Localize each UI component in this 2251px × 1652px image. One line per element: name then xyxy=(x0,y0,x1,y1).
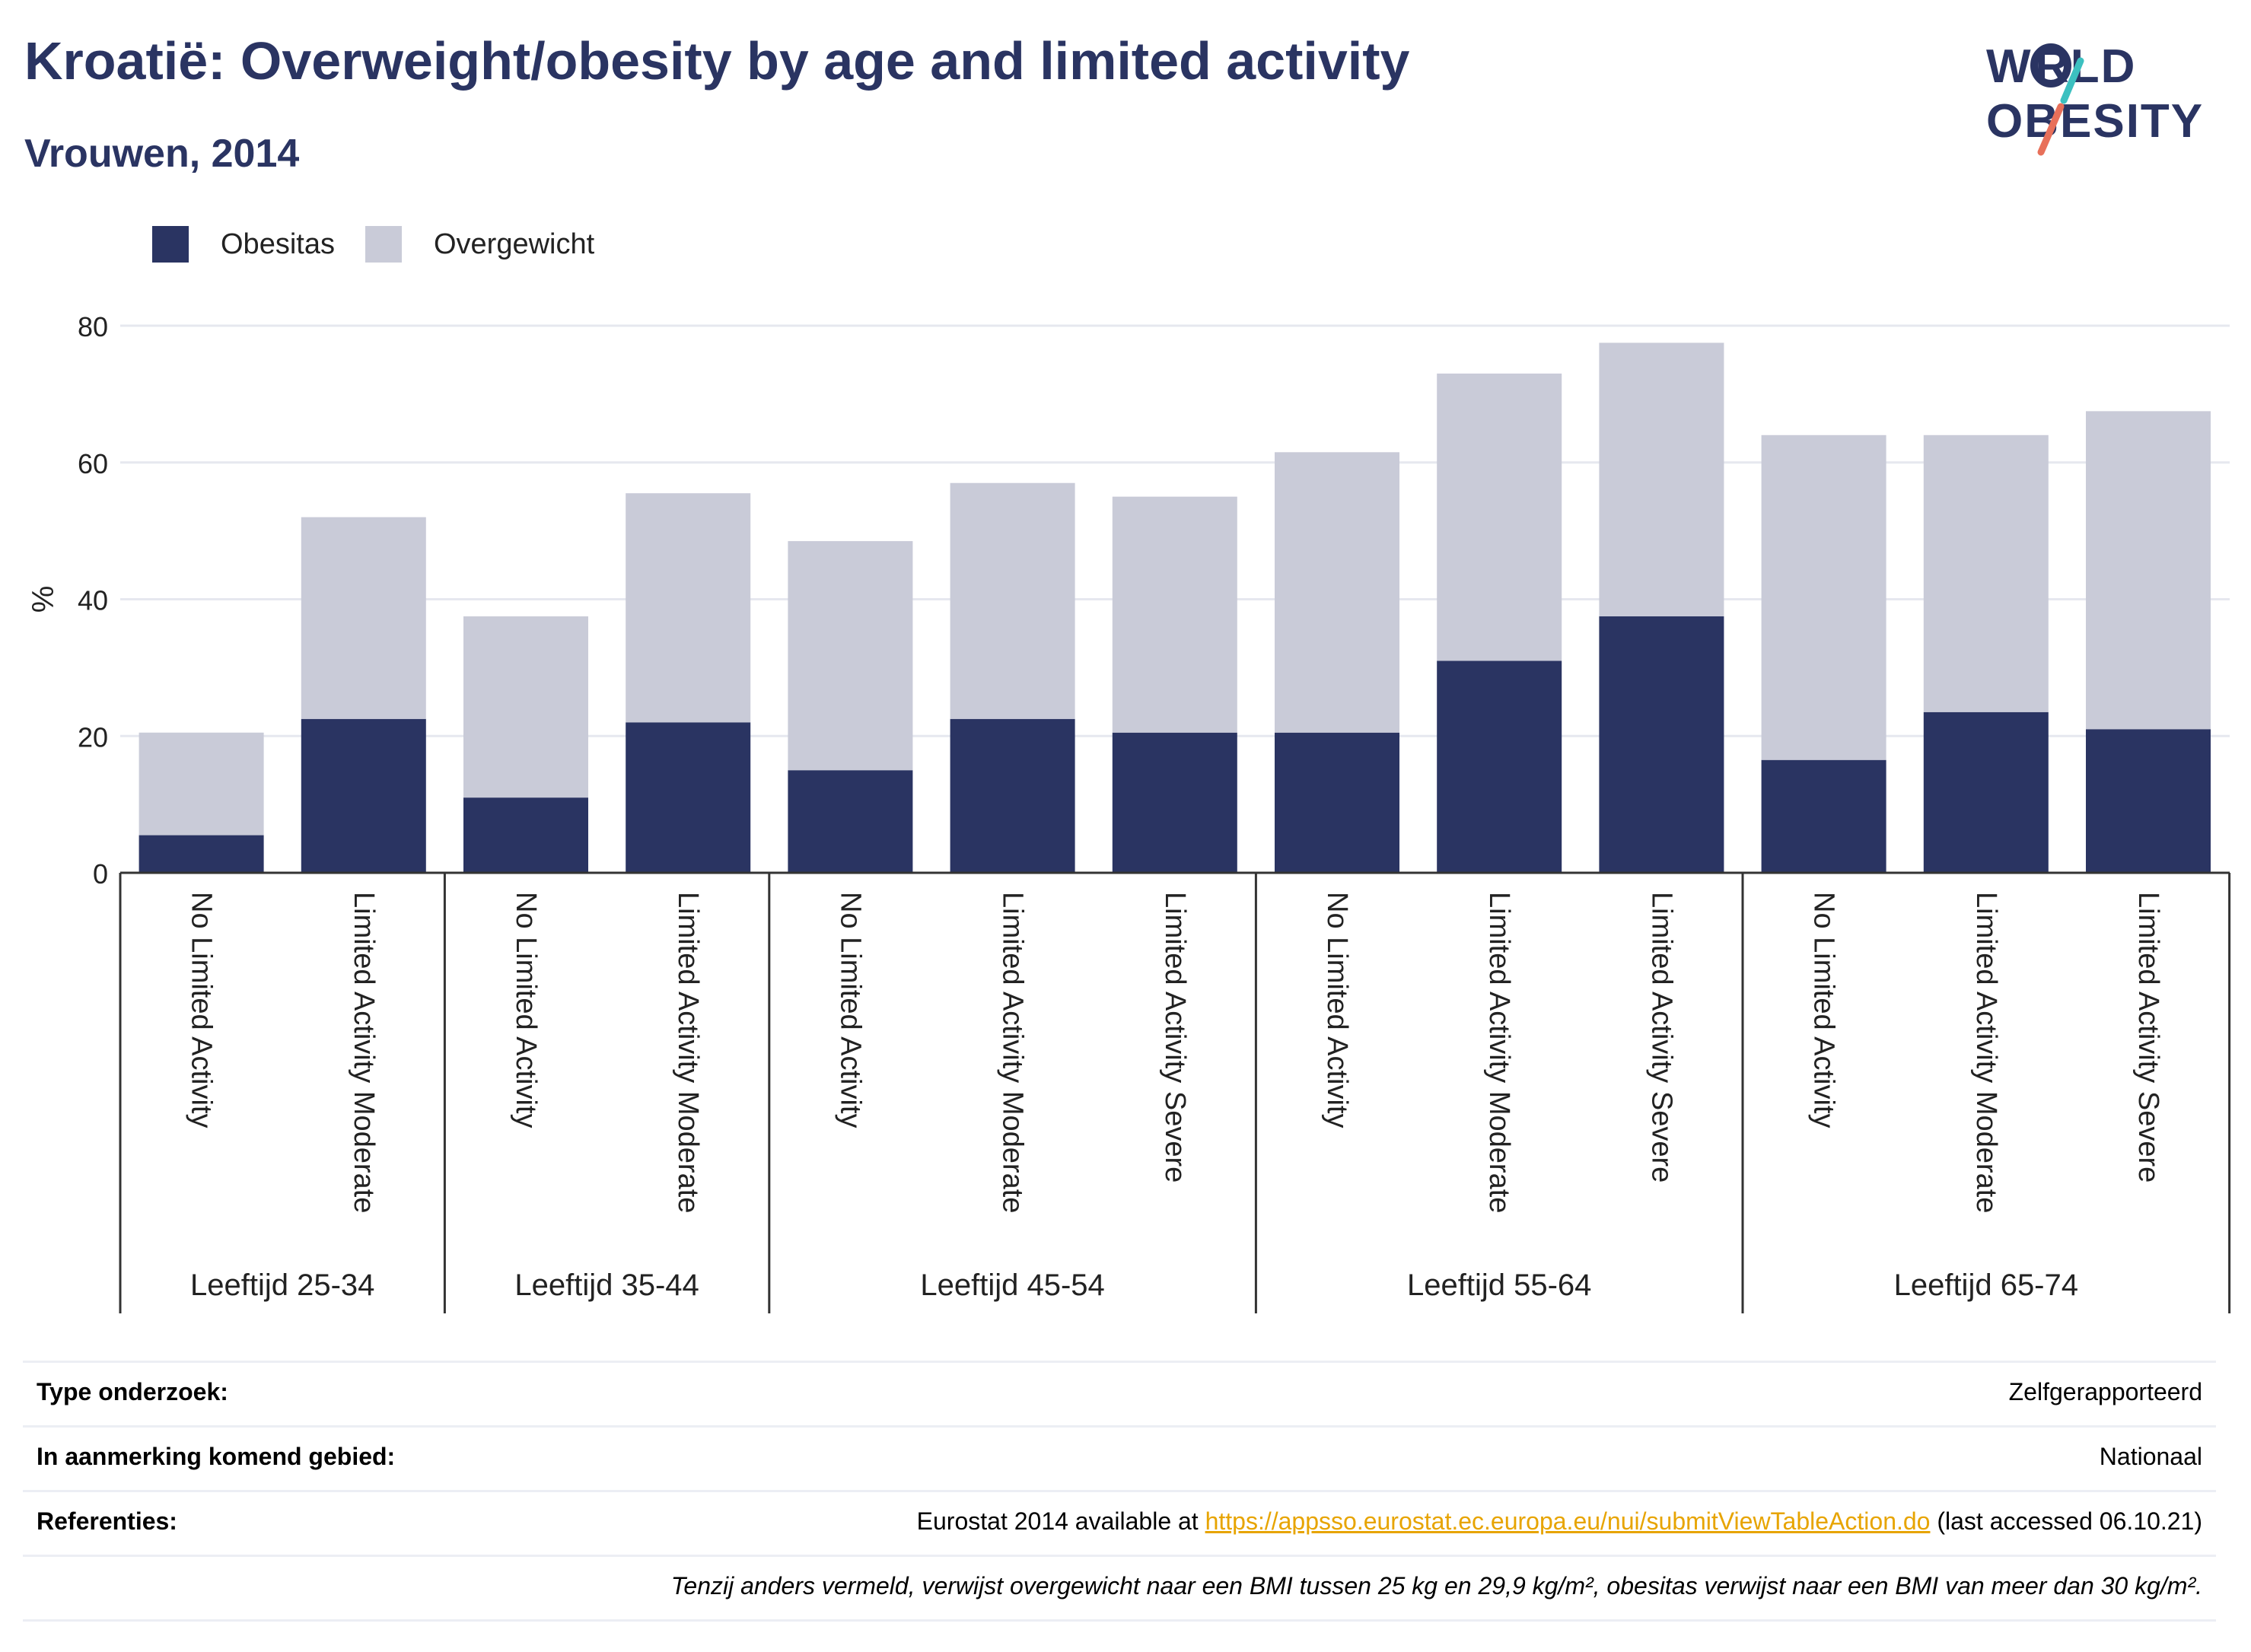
legend-swatch-obesitas xyxy=(152,226,189,263)
bar-obesitas xyxy=(138,835,264,873)
bar-obesitas xyxy=(1437,660,1562,873)
x-tick-label: Limited Activity Severe xyxy=(1645,892,1677,1183)
info-table: Type onderzoek: Zelfgerapporteerd In aan… xyxy=(23,1361,2216,1622)
x-tick-label: No Limited Activity xyxy=(510,892,542,1128)
bar-overgewicht xyxy=(463,616,588,798)
svg-text:OBESITY: OBESITY xyxy=(1986,95,2204,148)
bar-obesitas xyxy=(1923,711,2049,873)
reference-text-pre: Eurostat 2014 available at xyxy=(916,1507,1205,1535)
bar-overgewicht xyxy=(788,541,913,771)
info-label-references: Referenties: xyxy=(37,1507,177,1535)
bar-obesitas xyxy=(950,718,1075,873)
x-tick-label: No Limited Activity xyxy=(1321,892,1353,1128)
chart-legend: Obesitas Overgewicht xyxy=(152,224,625,264)
info-value-references: Eurostat 2014 available at https://appss… xyxy=(917,1507,2202,1536)
reference-text-post: (last accessed 06.10.21) xyxy=(1930,1507,2202,1535)
stacked-bar-chart: 0 20 40 60 80% No Limited Activity Limited Act… xyxy=(27,311,2231,1313)
legend-item-overgewicht[interactable]: Overgewicht xyxy=(365,226,594,263)
info-row-references: Referenties: Eurostat 2014 available at … xyxy=(23,1490,2216,1555)
reference-link[interactable]: https://appsso.eurostat.ec.europa.eu/nui… xyxy=(1205,1507,1931,1535)
x-tick-label: Limited Activity Severe xyxy=(2132,892,2164,1183)
info-label-area: In aanmerking komend gebied: xyxy=(37,1443,396,1470)
bar-overgewicht xyxy=(301,517,426,719)
info-note: Tenzij anders vermeld, verwijst overgewi… xyxy=(670,1572,2202,1599)
bar-overgewicht xyxy=(626,493,751,723)
bar-obesitas xyxy=(1761,759,1886,873)
y-axis-label: % xyxy=(27,586,60,613)
info-row-survey-type: Type onderzoek: Zelfgerapporteerd xyxy=(23,1361,2216,1425)
info-value-area: Nationaal xyxy=(2099,1443,2202,1470)
bar-overgewicht xyxy=(1761,434,1886,760)
x-tick-label: No Limited Activity xyxy=(1808,892,1840,1128)
x-tick-label: Limited Activity Moderate xyxy=(348,892,380,1213)
bar-overgewicht xyxy=(1112,496,1237,733)
bar-obesitas xyxy=(1112,732,1237,873)
bar-obesitas xyxy=(788,770,913,873)
y-tick-label: 60 xyxy=(78,448,108,479)
info-label-survey-type: Type onderzoek: xyxy=(37,1378,228,1405)
legend-label-overgewicht: Overgewicht xyxy=(433,228,595,260)
legend-item-obesitas[interactable]: Obesitas xyxy=(152,226,335,263)
info-row-note: Tenzij anders vermeld, verwijst overgewi… xyxy=(23,1555,2216,1622)
bar-overgewicht xyxy=(1437,373,1562,661)
group-label: Leeftijd 45-54 xyxy=(920,1268,1104,1302)
info-value-survey-type: Zelfgerapporteerd xyxy=(2008,1378,2202,1405)
bar-overgewicht xyxy=(2086,411,2211,730)
group-label: Leeftijd 55-64 xyxy=(1407,1268,1591,1302)
bar-obesitas xyxy=(463,797,588,873)
bar-overgewicht xyxy=(138,732,264,836)
bar-obesitas xyxy=(2086,729,2211,873)
page-subtitle: Vrouwen, 2014 xyxy=(24,132,300,176)
x-tick-label: Limited Activity Moderate xyxy=(1970,892,2002,1213)
legend-label-obesitas: Obesitas xyxy=(221,228,335,260)
bar-overgewicht xyxy=(1599,342,1724,616)
group-label: Leeftijd 65-74 xyxy=(1894,1268,2078,1302)
bar-obesitas xyxy=(626,722,751,873)
y-tick-label: 0 xyxy=(93,858,108,890)
x-tick-label: Limited Activity Moderate xyxy=(1483,892,1515,1213)
bar-overgewicht xyxy=(1923,434,2049,712)
legend-swatch-overgewicht xyxy=(365,226,402,263)
y-tick-label: 40 xyxy=(78,585,108,616)
x-tick-label: Limited Activity Moderate xyxy=(997,892,1029,1213)
y-tick-label: 20 xyxy=(78,721,108,753)
x-tick-label: Limited Activity Moderate xyxy=(672,892,704,1213)
group-label: Leeftijd 35-44 xyxy=(514,1268,699,1302)
bar-overgewicht xyxy=(1275,452,1399,733)
group-label: Leeftijd 25-34 xyxy=(190,1268,374,1302)
bar-overgewicht xyxy=(950,482,1075,719)
bar-obesitas xyxy=(1599,616,1724,873)
svg-text:W: W xyxy=(1986,40,2033,93)
bar-obesitas xyxy=(301,718,426,873)
bar-obesitas xyxy=(1275,732,1399,873)
x-tick-label: Limited Activity Severe xyxy=(1159,892,1191,1183)
info-row-area: In aanmerking komend gebied: Nationaal xyxy=(23,1425,2216,1490)
page-title: Kroatië: Overweight/obesity by age and l… xyxy=(24,31,1410,91)
y-tick-label: 80 xyxy=(78,311,108,342)
x-tick-label: No Limited Activity xyxy=(186,892,218,1128)
world-obesity-logo: W RLD OBESITY xyxy=(1986,40,2204,156)
x-tick-label: No Limited Activity xyxy=(834,892,866,1128)
